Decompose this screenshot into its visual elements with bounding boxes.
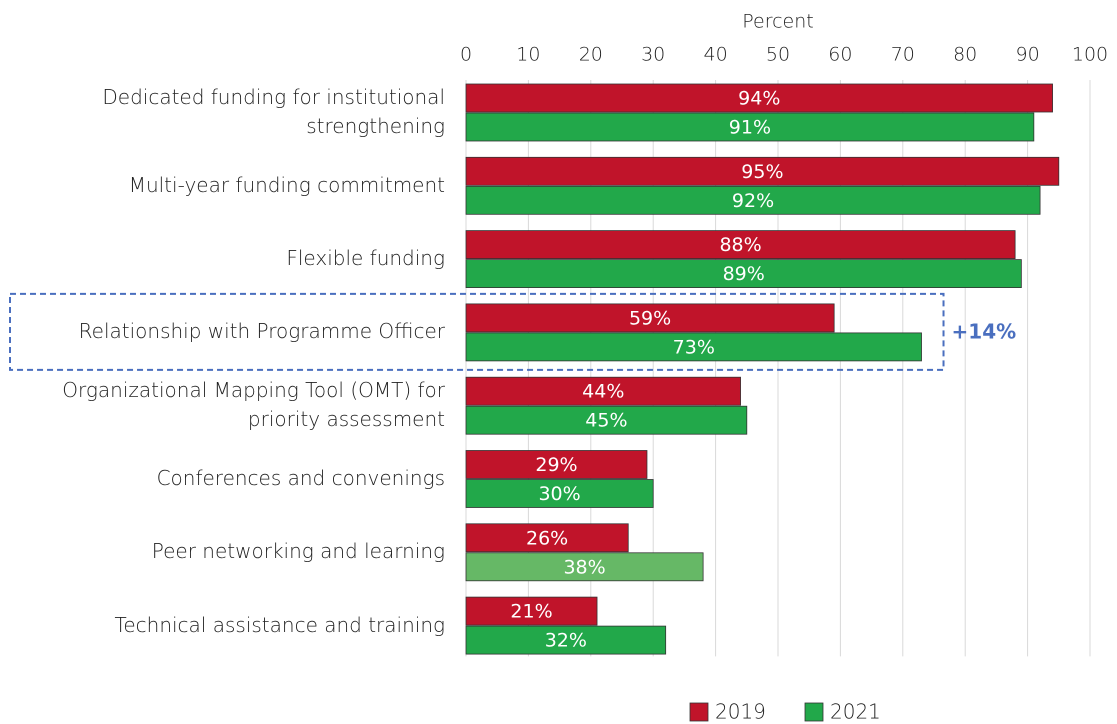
- category-label: Flexible funding: [286, 246, 445, 271]
- x-tick-label: 0: [460, 44, 472, 66]
- data-label: 38%: [563, 556, 605, 578]
- legend-swatch: [689, 702, 709, 722]
- bar: [465, 332, 922, 362]
- bar: [465, 230, 1016, 260]
- x-tick-label: 10: [516, 44, 540, 66]
- bar: [465, 596, 598, 626]
- data-label: 45%: [585, 410, 627, 432]
- data-label: 95%: [741, 161, 783, 183]
- bar: [465, 523, 629, 553]
- x-tick-label: 50: [766, 44, 790, 66]
- x-tick-label: 70: [891, 44, 915, 66]
- bar: [465, 259, 1022, 289]
- legend-label: 2021: [830, 700, 881, 724]
- data-label: 44%: [582, 381, 624, 403]
- bar: [465, 479, 654, 508]
- x-tick-label: 40: [704, 44, 728, 66]
- data-label: 88%: [719, 234, 761, 256]
- data-label: 89%: [723, 263, 765, 285]
- category-label: Organizational Mapping Tool (OMT) for pr…: [62, 378, 445, 432]
- bar: [465, 156, 1060, 186]
- bar: [465, 625, 667, 655]
- bar: [465, 450, 648, 479]
- highlight-box: [9, 292, 945, 371]
- category-label: Dedicated funding for institutional stre…: [102, 85, 445, 138]
- data-label: 73%: [673, 336, 715, 358]
- data-label: 21%: [510, 601, 552, 623]
- data-label: 91%: [729, 117, 771, 139]
- category-label: Peer networking and learning: [151, 539, 445, 564]
- x-tick-label: 30: [641, 44, 665, 66]
- data-label: 26%: [526, 527, 568, 549]
- bar: [465, 303, 835, 333]
- x-tick-label: 90: [1016, 44, 1040, 66]
- x-axis-label: Percent: [742, 11, 814, 33]
- bar: [465, 83, 1053, 113]
- category-label: Conferences and convenings: [156, 466, 445, 490]
- bar: [465, 376, 741, 406]
- category-label: Technical assistance and training: [114, 612, 445, 637]
- bar: [465, 405, 748, 435]
- category-label: Multi-year funding commitment: [128, 172, 445, 197]
- legend-swatch: [804, 702, 824, 722]
- x-tick-label: 60: [828, 44, 852, 66]
- bar: [465, 185, 1041, 215]
- bar: [465, 552, 704, 582]
- data-label: 32%: [545, 630, 587, 652]
- x-tick-label: 80: [953, 44, 977, 66]
- x-tick-label: 100: [1072, 44, 1108, 66]
- legend-label: 2019: [715, 700, 766, 724]
- data-label: 92%: [732, 190, 774, 212]
- x-tick-label: 20: [579, 44, 603, 66]
- data-label: 29%: [535, 454, 577, 476]
- bar: [465, 112, 1035, 142]
- data-label: 94%: [738, 88, 780, 110]
- annotation: +14%: [952, 319, 1017, 343]
- data-label: 30%: [538, 483, 580, 505]
- data-label: 59%: [629, 307, 671, 329]
- category-label: Relationship with Programme Officer: [78, 319, 445, 344]
